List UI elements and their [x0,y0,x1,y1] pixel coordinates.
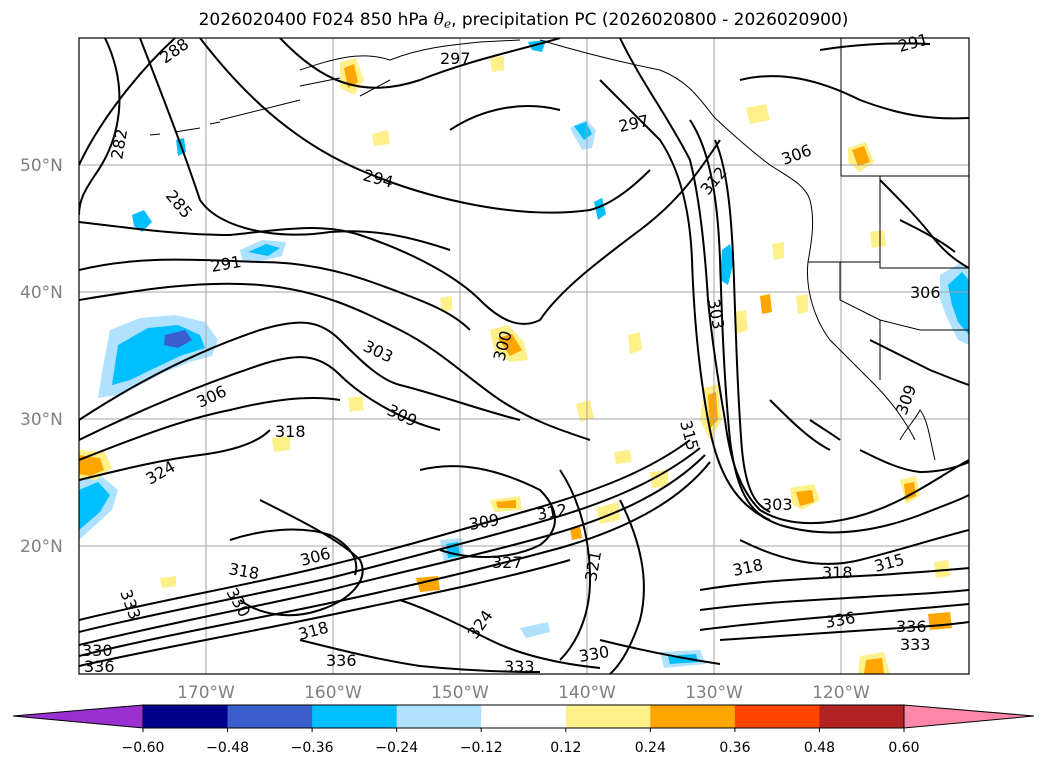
colorbar-tick-label: −0.24 [375,740,418,756]
colorbar-swatches [13,705,1034,728]
colorbar-tick-label: 0.36 [719,740,750,756]
lon-label: 130°W [685,683,743,703]
contour-label: 306 [910,283,941,302]
colorbar-ticks [142,728,905,732]
contour-label: 336 [326,651,357,670]
colorbar-tick-label: −0.36 [291,740,334,756]
colorbar-swatch [396,705,482,728]
colorbar-swatch [227,705,313,728]
colorbar-swatch [650,705,736,728]
coastlines [149,38,969,461]
colorbar-tick-label: 0.24 [635,740,666,756]
title-theta-subscript: e [443,17,452,31]
colorbar-swatch [565,705,651,728]
colorbar-tick-label: −0.48 [206,740,249,756]
colorbar-swatch [13,705,143,728]
lon-label: 150°W [431,683,489,703]
lat-label: 40°N [20,283,63,303]
colorbar-tick-label: −0.12 [460,740,503,756]
lon-label: 140°W [558,683,616,703]
lat-label: 20°N [20,537,63,557]
contour-label: 333 [900,635,931,654]
contour-label: 327 [492,553,523,572]
colorbar-swatch [312,705,398,728]
contour-label: 303 [762,495,793,514]
lon-label: 120°W [812,683,870,703]
colorbar-tick-labels: −0.60 −0.48 −0.36 −0.24 −0.12 0.12 0.24 … [122,740,920,756]
colorbar-swatch [734,705,820,728]
contour-label: 336 [84,657,115,676]
title-theta: θ [433,10,444,30]
contour-label: 330 [82,641,113,660]
contour-label: 336 [896,617,927,636]
lat-label: 50°N [20,156,63,176]
contour-label: 297 [440,49,471,68]
colorbar-swatch [481,705,567,728]
longitude-labels: 170°W 160°W 150°W 140°W 130°W 120°W [177,683,870,703]
colorbar-tick-label: −0.60 [122,740,165,756]
colorbar-tick-label: 0.48 [804,740,835,756]
gridlines [79,38,969,674]
title-prefix: 2026020400 F024 850 hPa [198,10,434,30]
lat-label: 30°N [20,410,63,430]
colorbar-swatch [143,705,229,728]
contour-label: 333 [504,657,535,676]
lon-label: 160°W [304,683,362,703]
colorbar-tick-label: 0.60 [888,740,919,756]
latitude-labels: 50°N 40°N 30°N 20°N [20,156,63,557]
colorbar-frame [142,704,905,729]
contour-label: 318 [822,563,853,582]
map-frame [78,37,970,675]
title-suffix: , precipitation PC (2026020800 - 2026020… [451,10,849,30]
precip-shading [79,40,969,674]
colorbar: −0.60 −0.48 −0.36 −0.24 −0.12 0.12 0.24 … [12,704,1035,756]
colorbar-swatch [904,705,1034,728]
map-title: 2026020400 F024 850 hPa θe, precipitatio… [0,10,1047,31]
contour-label: 318 [275,422,306,441]
lon-label: 170°W [177,683,235,703]
colorbar-swatch [819,705,905,728]
theta-e-contours [79,38,969,674]
colorbar-tick-label: 0.12 [550,740,581,756]
